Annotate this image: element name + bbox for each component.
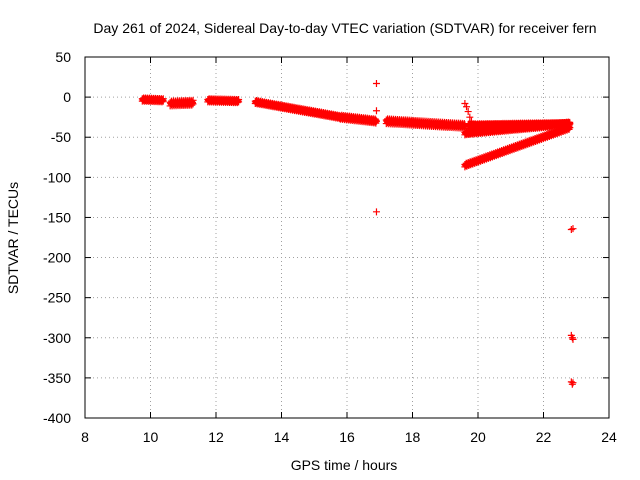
plot-frame — [84, 56, 610, 419]
x-axis-title: GPS time / hours — [291, 457, 398, 473]
data-points — [138, 79, 577, 388]
x-tick-label: 22 — [536, 429, 552, 445]
y-tick-label: -200 — [43, 250, 71, 266]
data-point — [467, 117, 475, 125]
data-point — [569, 225, 577, 233]
y-tick-label: -400 — [43, 410, 71, 426]
data-point — [372, 107, 380, 115]
y-tick-label: -50 — [51, 129, 71, 145]
data-point — [372, 79, 380, 87]
x-tick-label: 8 — [81, 429, 89, 445]
y-tick-label: 0 — [63, 89, 71, 105]
y-tick-label: -350 — [43, 370, 71, 386]
y-tick-label: 50 — [55, 49, 71, 65]
data-point — [466, 113, 474, 121]
grid — [85, 57, 609, 418]
chart-title: Day 261 of 2024, Sidereal Day-to-day VTE… — [93, 20, 596, 36]
x-tick-label: 16 — [339, 429, 355, 445]
axis-ticks: 8 10 12 14 16 18 20 22 24 50 0 -50 -100 -150 -200 -250 -… — [43, 49, 617, 445]
data-point — [463, 103, 471, 111]
data-point — [464, 108, 472, 116]
data-point — [569, 335, 577, 343]
x-tick-label: 12 — [208, 429, 224, 445]
data-point — [568, 334, 576, 342]
data-point — [372, 117, 380, 125]
data-point — [372, 116, 380, 124]
data-point — [569, 379, 577, 387]
x-tick-label: 18 — [405, 429, 421, 445]
x-tick-label: 10 — [143, 429, 159, 445]
y-tick-label: -150 — [43, 209, 71, 225]
y-axis-title: SDTVAR / TECUs — [5, 182, 21, 294]
x-tick-label: 20 — [470, 429, 486, 445]
data-point — [235, 98, 243, 106]
x-tick-label: 14 — [274, 429, 290, 445]
data-point — [159, 96, 167, 104]
y-tick-label: -250 — [43, 290, 71, 306]
data-point — [233, 96, 241, 104]
data-point — [158, 95, 166, 103]
y-tick-label: -100 — [43, 169, 71, 185]
data-point — [159, 97, 167, 105]
data-point — [567, 225, 575, 233]
x-tick-label: 24 — [601, 429, 617, 445]
y-tick-label: -300 — [43, 330, 71, 346]
data-point — [461, 100, 469, 108]
data-point — [566, 124, 574, 132]
data-point — [568, 380, 576, 388]
data-point — [189, 100, 197, 108]
data-point — [372, 208, 380, 216]
data-point — [234, 97, 242, 105]
